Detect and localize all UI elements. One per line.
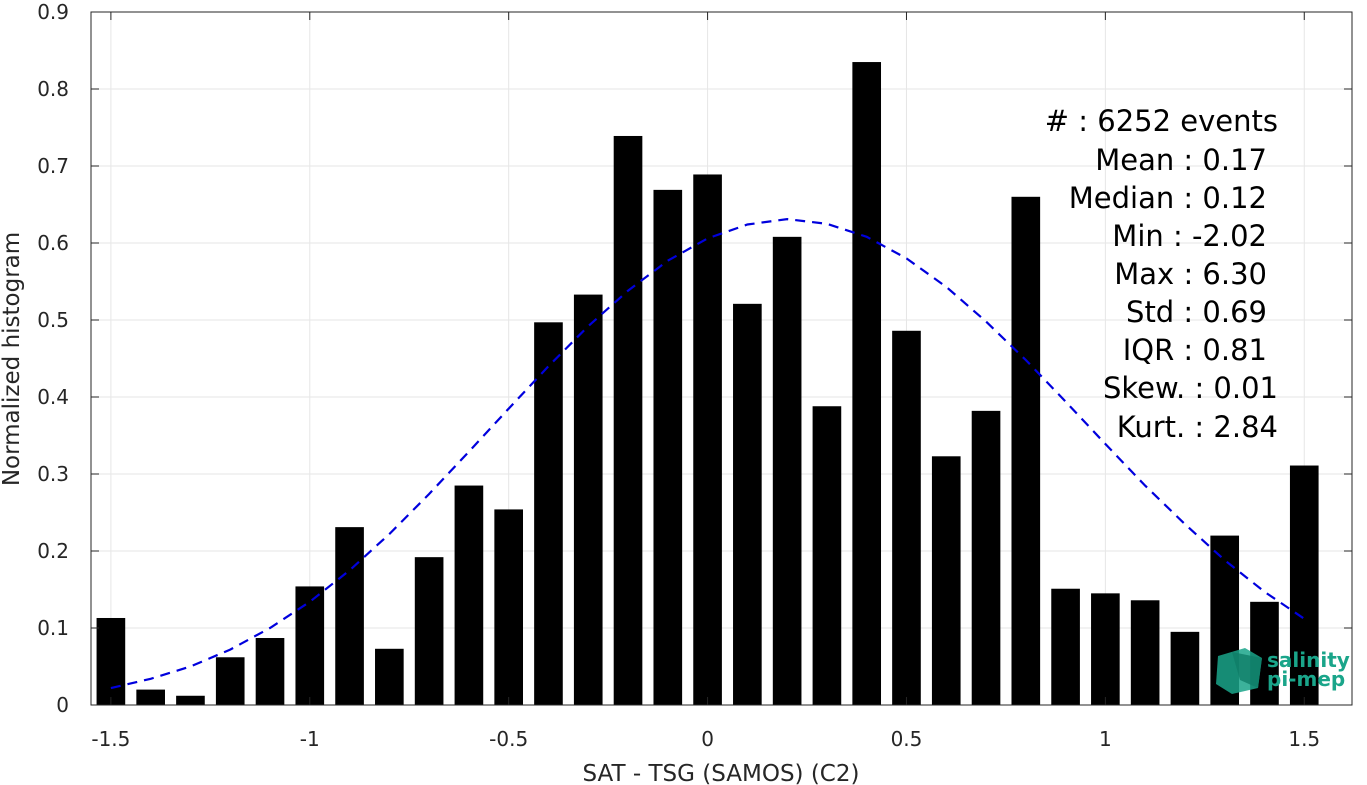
axes-frame <box>90 11 1353 706</box>
stat-skew: Skew. : 0.01 <box>1103 371 1278 405</box>
histogram-bar-24 <box>1051 588 1080 705</box>
histogram-bar-18 <box>812 406 842 705</box>
histogram-bar-15 <box>693 174 722 706</box>
histogram-bar-5 <box>295 586 325 705</box>
stat-median: Median : 0.12 <box>1069 181 1267 215</box>
x-tick-label-1: -1 <box>300 727 320 751</box>
plot-box <box>90 11 1353 706</box>
y-axis-label: Normalized histogram <box>0 232 25 486</box>
histogram-bar-30 <box>1289 465 1319 705</box>
stat-min: Min : -2.02 <box>1112 219 1267 253</box>
y-tick-label-6: 0.6 <box>37 231 69 255</box>
histogram-bar-22 <box>971 410 1001 705</box>
histogram-bar-11 <box>534 322 563 705</box>
histogram-bar-7 <box>375 648 404 705</box>
histogram-bar-21 <box>931 456 961 705</box>
stat-count: # : 6252 events <box>1045 104 1278 138</box>
x-tick-label-3: 0 <box>701 727 714 751</box>
histogram-bar-26 <box>1130 600 1160 705</box>
y-tick-label-4: 0.4 <box>37 385 69 409</box>
histogram-bar-23 <box>1011 196 1041 706</box>
histogram-bar-27 <box>1170 631 1200 705</box>
y-tick-label-3: 0.3 <box>37 462 69 486</box>
histogram-bar-12 <box>573 294 603 705</box>
gaussian-fit <box>110 217 1305 690</box>
histogram-bar-25 <box>1091 593 1120 705</box>
gaussian-fit-line <box>110 217 1305 690</box>
histogram-bar-10 <box>494 509 524 705</box>
stat-mean: Mean : 0.17 <box>1095 143 1267 177</box>
histogram-bar-1 <box>136 689 165 705</box>
histogram-bar-14 <box>653 189 683 705</box>
histogram-bar-20 <box>892 330 921 705</box>
stat-std: Std : 0.69 <box>1126 295 1267 329</box>
histogram-bar-0 <box>96 617 126 705</box>
histogram-bar-2 <box>176 695 205 705</box>
y-tick-label-0: 0 <box>56 693 69 717</box>
x-axis-label: SAT - TSG (SAMOS) (C2) <box>583 761 860 785</box>
y-tick-label-5: 0.5 <box>37 308 69 332</box>
histogram-bar-6 <box>335 527 364 705</box>
histogram-bar-3 <box>215 657 245 705</box>
logo-mark-shade <box>1232 652 1262 688</box>
histogram-bar-8 <box>414 557 444 705</box>
x-tick-label-0: -1.5 <box>91 727 130 751</box>
histogram-bar-4 <box>255 638 285 705</box>
histogram-bar-19 <box>852 62 882 706</box>
y-axis-ticks: 0 0.1 0.2 0.3 0.4 0.5 0.6 0.7 0.8 0.9 <box>37 0 1352 717</box>
y-tick-label-2: 0.2 <box>37 539 69 563</box>
y-tick-label-7: 0.7 <box>37 154 69 178</box>
y-tick-label-9: 0.9 <box>37 0 69 24</box>
logo-line-2: pi-mep <box>1267 667 1345 691</box>
stat-max: Max : 6.30 <box>1114 257 1267 291</box>
x-tick-label-5: 1 <box>1099 727 1112 751</box>
logo-line-1: salinity <box>1267 648 1350 672</box>
statistics-box: # : 6252 events Mean : 0.17 Median : 0.1… <box>1045 104 1278 444</box>
salinity-pimep-logo: salinity pi-mep <box>1216 648 1350 694</box>
y-tick-label-1: 0.1 <box>37 616 69 640</box>
x-tick-label-2: -0.5 <box>489 727 528 751</box>
histogram-bar-13 <box>613 135 643 706</box>
histogram-bar-17 <box>772 236 802 705</box>
stat-iqr: IQR : 0.81 <box>1123 333 1267 367</box>
x-tick-label-6: 1.5 <box>1288 727 1320 751</box>
y-tick-label-8: 0.8 <box>37 77 69 101</box>
stat-kurtosis: Kurt. : 2.84 <box>1117 410 1278 444</box>
x-axis-ticks: -1.5 -1 -0.5 0 0.5 1 1.5 <box>91 12 1320 751</box>
histogram-bar-9 <box>454 485 484 705</box>
histogram-bars <box>96 62 1319 706</box>
x-tick-label-4: 0.5 <box>891 727 923 751</box>
histogram-bar-16 <box>733 303 762 705</box>
